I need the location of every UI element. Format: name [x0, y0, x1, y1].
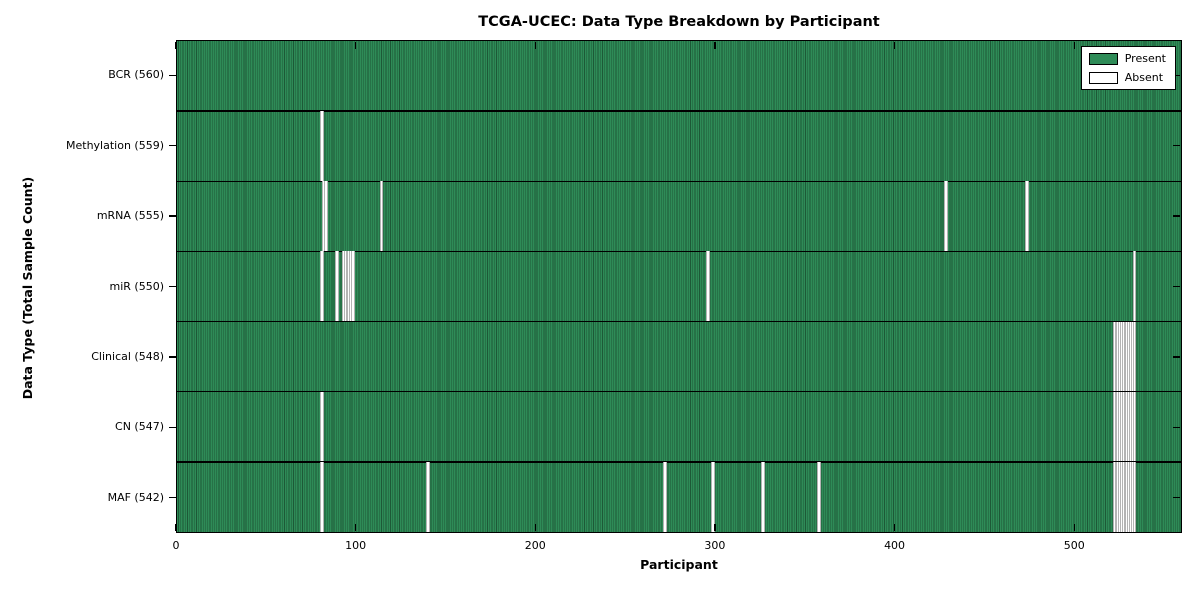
absent-cell: [334, 251, 339, 322]
row-separator: [177, 110, 1181, 112]
y-tick: [169, 426, 176, 429]
y-tick: [169, 285, 176, 288]
legend-label-present: Present: [1124, 52, 1166, 65]
y-tick: [1173, 215, 1181, 217]
y-tick: [1173, 285, 1181, 288]
x-tick: [714, 524, 716, 532]
row-separator: [177, 180, 1181, 183]
absent-cell: [1025, 181, 1029, 252]
x-tick: [534, 524, 536, 532]
absent-cell: [705, 251, 710, 322]
absent-swatch: [1088, 71, 1118, 84]
absent-cell: [1132, 321, 1137, 392]
x-tick-label: 500: [1063, 539, 1085, 552]
x-tick: [354, 524, 357, 532]
absent-cell: [817, 461, 821, 532]
x-tick-label: 400: [884, 539, 906, 552]
absent-cell: [379, 181, 384, 252]
absent-cell: [944, 181, 949, 252]
y-tick-label: Methylation (559): [66, 138, 164, 152]
absent-cell: [761, 461, 766, 532]
x-axis-label: Participant: [640, 557, 718, 572]
row-separator: [177, 461, 1181, 463]
x-tick: [1073, 41, 1075, 49]
x-tick: [354, 41, 357, 49]
absent-cell: [320, 461, 325, 532]
plot-area: Present Absent: [176, 40, 1182, 533]
absent-cell: [320, 111, 325, 182]
absent-cell: [1132, 461, 1137, 532]
absent-cell: [320, 251, 325, 322]
legend-label-absent: Absent: [1124, 71, 1164, 84]
y-tick: [1173, 144, 1181, 147]
y-tick-label: mRNA (555): [96, 209, 164, 223]
x-tick: [1073, 524, 1075, 532]
x-tick: [893, 41, 896, 49]
absent-cell: [662, 461, 667, 532]
x-tick-label: 100: [345, 539, 367, 552]
legend: Present Absent: [1080, 46, 1176, 90]
legend-entry-present: Present: [1088, 52, 1166, 65]
y-tick: [169, 497, 176, 499]
row-separator: [177, 390, 1181, 393]
x-tick: [714, 41, 716, 49]
x-tick: [175, 41, 177, 49]
chart-title: TCGA-UCEC: Data Type Breakdown by Partic…: [478, 14, 880, 30]
y-tick-label: MAF (542): [107, 490, 164, 504]
y-tick-label: CN (547): [115, 420, 164, 434]
y-tick: [1173, 74, 1181, 76]
x-tick: [893, 524, 896, 532]
x-tick: [534, 41, 536, 49]
x-tick-label: 0: [172, 539, 180, 552]
absent-cell: [350, 251, 355, 322]
y-tick-label: Clinical (548): [91, 349, 164, 363]
absent-cell: [320, 391, 325, 462]
absent-cell: [711, 461, 716, 532]
y-tick: [169, 144, 176, 147]
absent-cell: [1132, 251, 1137, 322]
x-tick: [175, 524, 177, 532]
present-swatch: [1088, 52, 1118, 65]
x-tick-label: 200: [524, 539, 546, 552]
y-tick: [169, 74, 176, 76]
y-tick-label: miR (550): [109, 279, 165, 293]
y-tick: [169, 215, 176, 217]
y-tick-label: BCR (560): [108, 68, 164, 82]
x-tick-label: 300: [704, 539, 726, 552]
y-tick: [1173, 356, 1181, 358]
row-separator: [177, 320, 1181, 323]
absent-cell: [1132, 391, 1137, 462]
y-tick: [169, 356, 176, 358]
y-tick: [1173, 497, 1181, 499]
legend-entry-absent: Absent: [1088, 71, 1166, 84]
absent-cell: [426, 461, 430, 532]
row-separator: [177, 250, 1181, 253]
y-tick: [1173, 426, 1181, 429]
absent-cell: [324, 181, 328, 252]
